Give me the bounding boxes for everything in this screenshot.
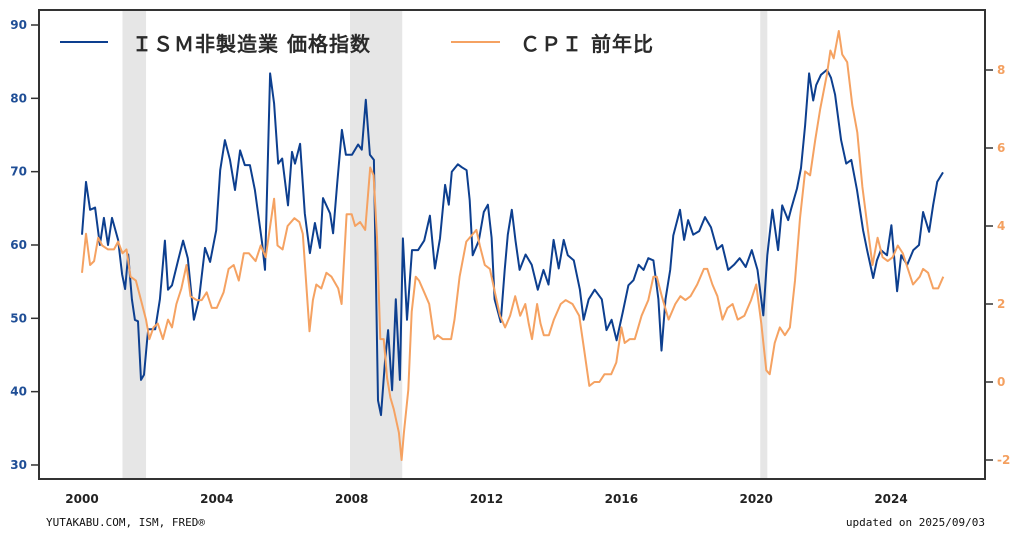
updated-date: updated on 2025/09/03 bbox=[846, 516, 985, 529]
left-tick-label: 30 bbox=[10, 458, 27, 472]
left-tick-label: 60 bbox=[10, 238, 27, 252]
right-tick-label: 4 bbox=[997, 219, 1005, 233]
plot-frame bbox=[38, 9, 986, 480]
legend: ＩＳＭ非製造業 価格指数 ＣＰＩ 前年比 bbox=[60, 32, 654, 56]
left-tick-label: 50 bbox=[10, 311, 27, 325]
recession-band bbox=[760, 11, 768, 478]
recession-band bbox=[122, 11, 147, 478]
legend-label-ism: ＩＳＭ非製造業 価格指数 bbox=[132, 32, 371, 56]
axes: 30 40 50 60 70 80 90 -2 0 2 4 6 8 2000 2004 2008 2012 201… bbox=[10, 18, 1010, 506]
right-tick-label: 0 bbox=[997, 375, 1005, 389]
source-credit: YUTAKABU.COM, ISM, FRED® bbox=[46, 516, 205, 529]
x-tick-label: 2012 bbox=[470, 492, 503, 506]
right-tick-label: -2 bbox=[997, 453, 1010, 467]
x-tick-label: 2004 bbox=[200, 492, 233, 506]
cpi-yoy-line bbox=[81, 30, 945, 461]
x-tick-label: 2020 bbox=[739, 492, 772, 506]
recession-shading bbox=[122, 11, 768, 478]
x-tick-label: 2016 bbox=[605, 492, 638, 506]
x-tick-label: 2008 bbox=[335, 492, 368, 506]
legend-label-cpi: ＣＰＩ 前年比 bbox=[520, 32, 654, 56]
ism-prices-line bbox=[81, 68, 944, 417]
right-tick-label: 2 bbox=[997, 297, 1005, 311]
x-tick-label: 2024 bbox=[874, 492, 907, 506]
right-tick-label: 8 bbox=[997, 63, 1005, 77]
left-tick-label: 90 bbox=[10, 18, 27, 32]
series-lines bbox=[81, 30, 945, 461]
left-tick-label: 40 bbox=[10, 385, 27, 399]
right-tick-label: 6 bbox=[997, 141, 1005, 155]
left-tick-label: 70 bbox=[10, 165, 27, 179]
x-tick-label: 2000 bbox=[65, 492, 98, 506]
left-tick-label: 80 bbox=[10, 91, 27, 105]
